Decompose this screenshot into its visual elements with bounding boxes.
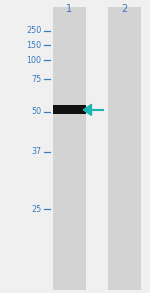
Text: 37: 37 <box>31 147 41 156</box>
Text: 75: 75 <box>31 75 41 84</box>
Bar <box>52 105 86 114</box>
Text: 50: 50 <box>31 108 41 116</box>
Text: 250: 250 <box>26 26 41 35</box>
Polygon shape <box>83 104 92 115</box>
Bar <box>108 7 141 290</box>
Text: 150: 150 <box>26 41 41 50</box>
Text: 1: 1 <box>66 4 72 14</box>
Bar <box>52 7 86 290</box>
Text: 100: 100 <box>26 56 41 64</box>
Text: 25: 25 <box>31 205 41 214</box>
Text: 2: 2 <box>121 4 128 14</box>
